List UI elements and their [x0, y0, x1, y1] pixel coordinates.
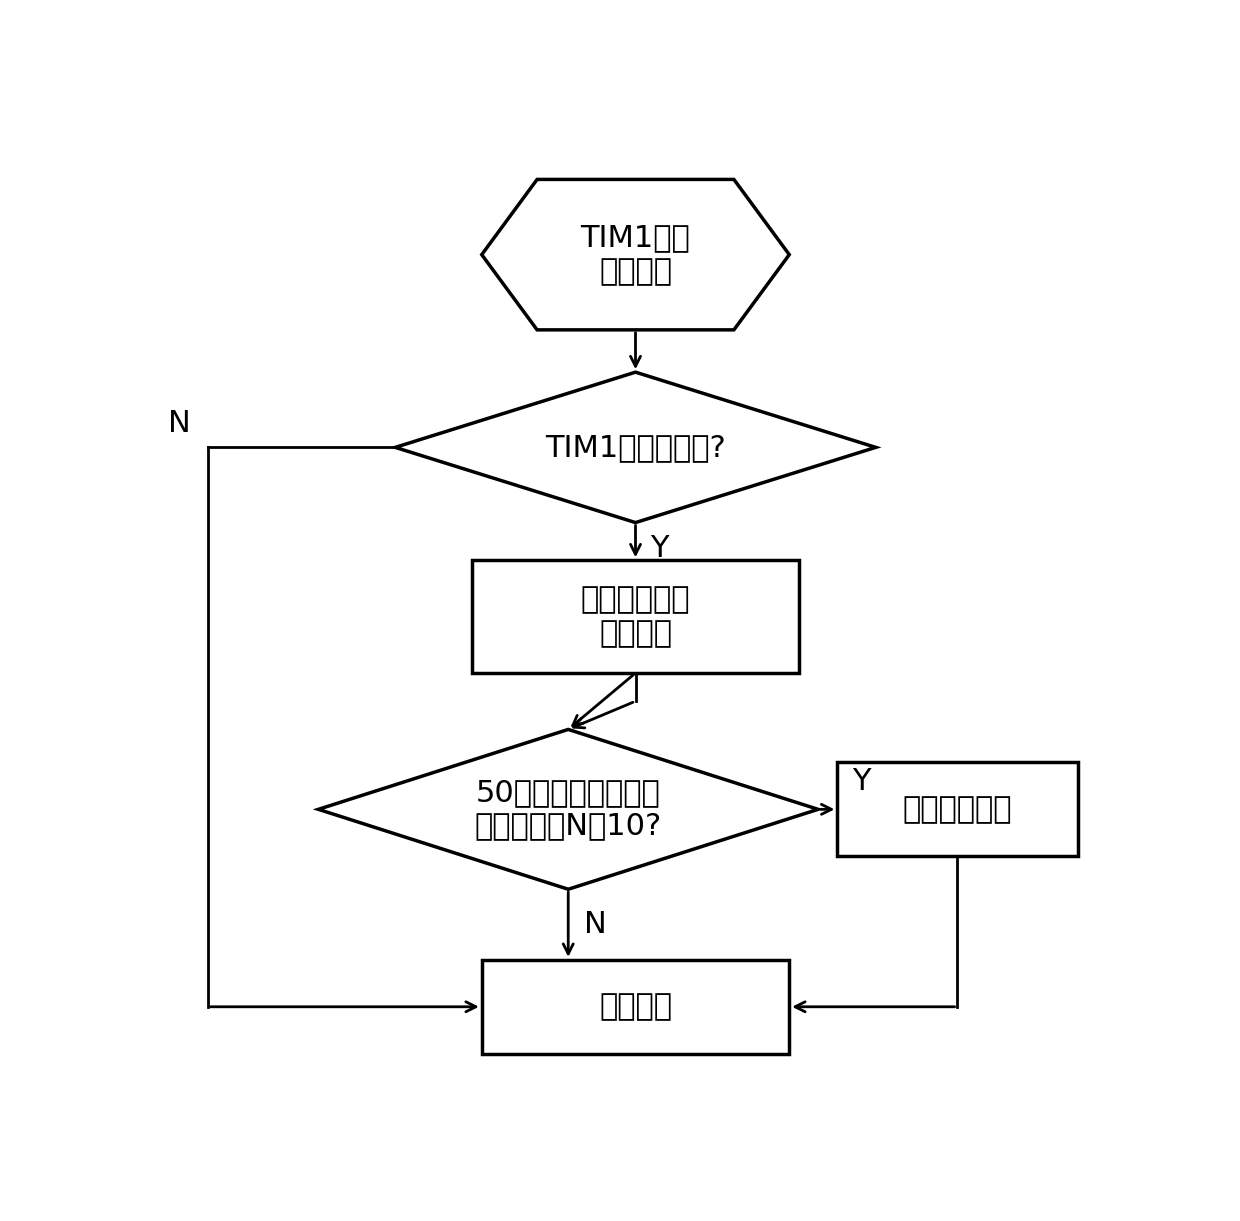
Text: Y: Y [852, 767, 870, 796]
Text: N: N [167, 409, 191, 438]
Text: TIM1定时
中断程序: TIM1定时 中断程序 [580, 223, 691, 286]
Text: TIM1下降沿中断?: TIM1下降沿中断? [546, 433, 725, 462]
Bar [837, 762, 1078, 856]
Text: 50个半波时间内的故
障信号个数N＞10?: 50个半波时间内的故 障信号个数N＞10? [475, 778, 662, 840]
Text: N: N [584, 911, 606, 939]
Polygon shape [481, 179, 789, 330]
Bar [472, 560, 799, 673]
Text: Y: Y [650, 535, 668, 563]
Text: 中断返回: 中断返回 [599, 993, 672, 1021]
Polygon shape [396, 372, 875, 523]
Text: 调用电弧故障
检测算法: 调用电弧故障 检测算法 [580, 585, 691, 648]
Polygon shape [319, 729, 818, 889]
Bar [481, 960, 789, 1054]
Text: 输出脱扣信号: 输出脱扣信号 [903, 795, 1012, 824]
